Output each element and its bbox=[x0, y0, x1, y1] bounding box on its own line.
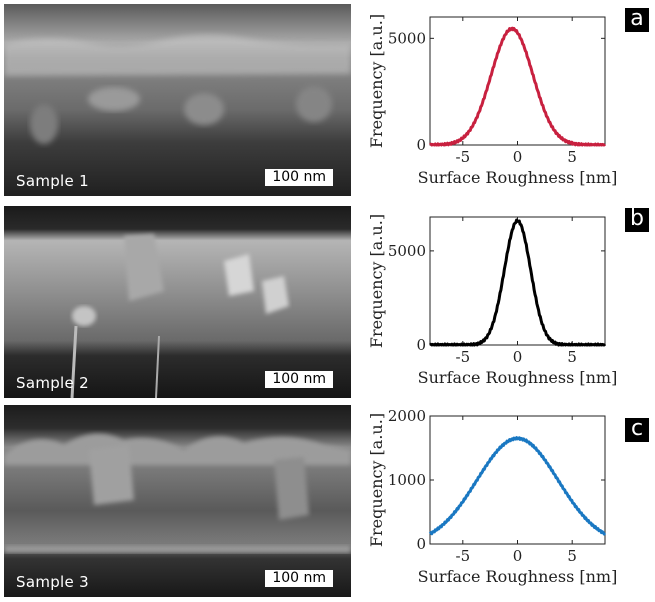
x-axis-label: Surface Roughness [nm] bbox=[418, 567, 618, 586]
histogram-series-line bbox=[429, 26, 607, 147]
plot-frame bbox=[429, 216, 606, 346]
scale-bar-label: 100 nm bbox=[265, 371, 333, 388]
panel-letter-b: b bbox=[625, 208, 649, 232]
y-tick-label: 5000 bbox=[388, 242, 426, 260]
y-tick-label: 2000 bbox=[388, 407, 426, 425]
y-tick-label: 1000 bbox=[388, 471, 426, 489]
scale-bar-label: 100 nm bbox=[265, 169, 333, 186]
x-axis-label: Surface Roughness [nm] bbox=[418, 368, 618, 387]
y-axis-label: Frequency [a.u.] bbox=[367, 214, 386, 348]
sem-cross-section bbox=[4, 206, 351, 398]
histogram-chart: -5 0 5 0 5000 Surface Roughness [nm] Frequency… bbox=[367, 14, 618, 187]
sample-label: Sample 2 bbox=[16, 374, 89, 392]
sem-cross-section bbox=[4, 405, 351, 597]
x-tick-label: 0 bbox=[513, 348, 523, 366]
sem-image-sample-2: Sample 2 100 nm bbox=[4, 206, 351, 398]
y-tick-label: 0 bbox=[416, 136, 426, 154]
histogram-series-line bbox=[429, 218, 607, 347]
y-tick-label: 5000 bbox=[388, 29, 426, 47]
x-axis-label: Surface Roughness [nm] bbox=[418, 168, 618, 187]
histogram-chart: -5 0 5 0 1000 2000 Surface Roughness [nm] Frequ… bbox=[367, 407, 618, 586]
panel-letter-c: c bbox=[625, 418, 649, 442]
plot-frame bbox=[429, 16, 606, 146]
sem-image-sample-1: Sample 1 100 nm bbox=[4, 4, 351, 196]
histogram-series-line bbox=[428, 436, 607, 536]
x-tick-label: 5 bbox=[567, 148, 577, 166]
roughness-histogram-c: -5 0 5 0 1000 2000 Surface Roughness [nm] Frequ… bbox=[360, 401, 630, 598]
x-tick-label: 0 bbox=[513, 148, 523, 166]
y-tick-label: 0 bbox=[416, 336, 426, 354]
scale-bar-label: 100 nm bbox=[265, 570, 333, 587]
x-tick-label: 0 bbox=[513, 547, 523, 565]
sem-image-sample-3: Sample 3 100 nm bbox=[4, 405, 351, 597]
roughness-histogram-b: -5 0 5 0 5000 Surface Roughness [nm] Frequency… bbox=[360, 202, 630, 399]
sample-label: Sample 1 bbox=[16, 172, 89, 190]
panel-letter-a: a bbox=[625, 8, 649, 32]
sem-cross-section bbox=[4, 4, 351, 196]
y-tick-label: 0 bbox=[416, 535, 426, 553]
sample-label: Sample 3 bbox=[16, 573, 89, 591]
x-tick-label: 5 bbox=[567, 547, 577, 565]
x-tick-label: -5 bbox=[456, 348, 471, 366]
x-tick-label: -5 bbox=[456, 547, 471, 565]
roughness-histogram-a: -5 0 5 0 5000 Surface Roughness [nm] Frequency… bbox=[360, 2, 630, 199]
y-axis-label: Frequency [a.u.] bbox=[367, 14, 386, 148]
y-axis-label: Frequency [a.u.] bbox=[367, 413, 386, 547]
x-tick-label: 5 bbox=[567, 348, 577, 366]
plot-frame bbox=[429, 415, 606, 545]
x-tick-label: -5 bbox=[456, 148, 471, 166]
histogram-chart: -5 0 5 0 5000 Surface Roughness [nm] Frequency… bbox=[367, 214, 618, 387]
